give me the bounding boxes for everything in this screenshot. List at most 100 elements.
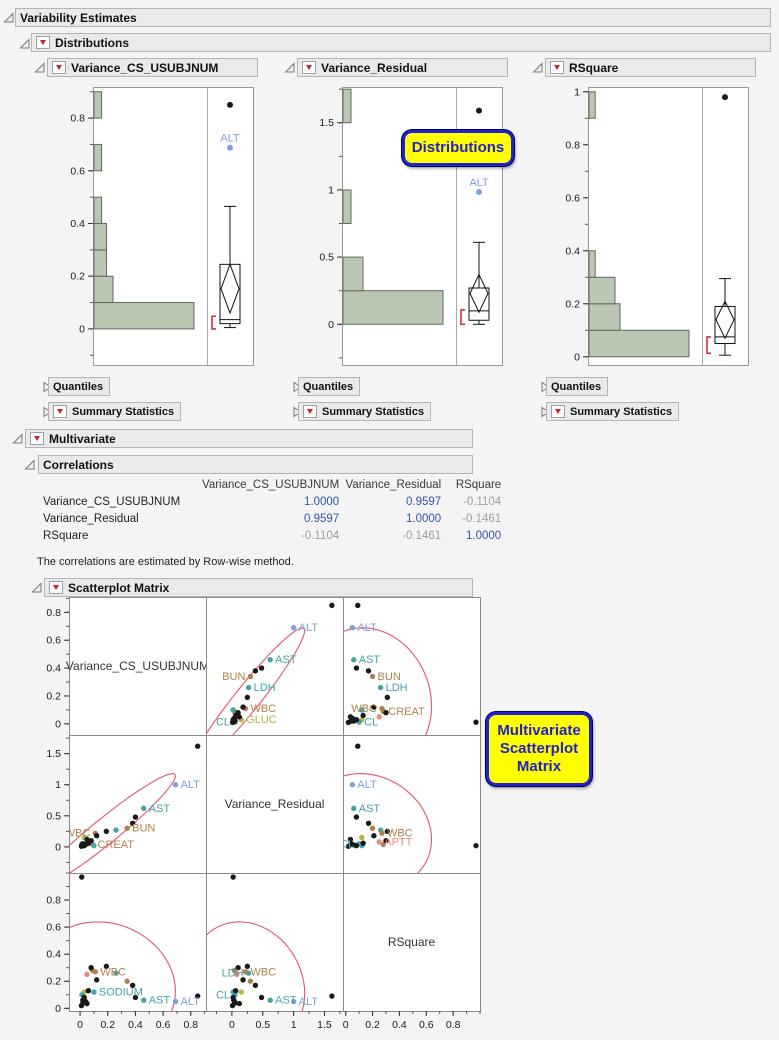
disclosure-quantiles-3[interactable]: [538, 380, 551, 393]
disclosure-variability-estimates[interactable]: [2, 11, 15, 24]
summary-statistics-header-3[interactable]: Summary Statistics: [546, 402, 680, 421]
correlation-value: -0.1104: [301, 530, 340, 542]
rsquare-header[interactable]: RSquare: [545, 58, 756, 77]
svg-text:0.2: 0.2: [46, 690, 61, 702]
red-triangle-menu-summary-2[interactable]: [303, 405, 317, 418]
svg-text:0.2: 0.2: [100, 1019, 115, 1031]
disclosure-variance-residual[interactable]: [283, 61, 296, 74]
correlations-header[interactable]: Correlations: [38, 455, 473, 474]
correlation-value: -0.1461: [462, 513, 502, 525]
disclosure-variance-cs-usubjnum[interactable]: [33, 61, 46, 74]
svg-text:AST: AST: [359, 803, 381, 815]
annotation-text: Distributions: [411, 139, 505, 156]
panel-title: Variance_CS_USUBJNUM: [71, 60, 219, 75]
svg-text:AST: AST: [149, 803, 171, 815]
red-triangle-menu-multivariate[interactable]: [30, 432, 44, 445]
svg-text:1: 1: [291, 1019, 297, 1031]
quantiles-header-3[interactable]: Quantiles: [546, 377, 609, 396]
annotation-multivariate-scatterplot-matrix: Multivariate Scatterplot Matrix: [486, 712, 592, 786]
svg-text:ALT: ALT: [357, 779, 377, 791]
svg-text:0: 0: [343, 1019, 349, 1031]
svg-text:0.6: 0.6: [46, 635, 61, 647]
svg-text:0.8: 0.8: [70, 113, 85, 125]
svg-text:LDH: LDH: [254, 682, 276, 694]
svg-text:0.8: 0.8: [183, 1019, 198, 1031]
red-triangle-menu-scatterplot-matrix[interactable]: [49, 581, 63, 594]
disclosure-quantiles-1[interactable]: [40, 380, 53, 393]
svg-text:WBC: WBC: [65, 828, 91, 840]
svg-text:GLUC: GLUC: [246, 714, 277, 726]
svg-text:WBC: WBC: [351, 703, 377, 715]
svg-text:0.4: 0.4: [128, 1019, 143, 1031]
red-triangle-icon: [56, 65, 62, 70]
distribution-plot-variance-cs-usubjnum[interactable]: 0 0.2 0.4 0.6 0.8 ALT: [55, 85, 269, 380]
disclosure-summary-statistics-3[interactable]: [538, 405, 551, 418]
quantiles-header-1[interactable]: Quantiles: [48, 377, 111, 396]
svg-text:Variance_CS_USUBJNUM: Variance_CS_USUBJNUM: [66, 659, 209, 673]
correlation-row-label: RSquare: [43, 530, 89, 542]
svg-text:RSquare: RSquare: [388, 935, 436, 949]
svg-text:0.2: 0.2: [46, 976, 61, 988]
svg-text:0.8: 0.8: [565, 139, 580, 151]
variance-residual-header[interactable]: Variance_Residual: [297, 58, 508, 77]
correlation-value: -0.1104: [463, 496, 502, 508]
svg-text:BUN: BUN: [378, 671, 401, 683]
summary-statistics-header-2[interactable]: Summary Statistics: [298, 402, 432, 421]
svg-text:AST: AST: [275, 654, 297, 666]
svg-text:0.8: 0.8: [446, 1019, 461, 1031]
disclosure-quantiles-2[interactable]: [290, 380, 303, 393]
svg-text:AST: AST: [359, 654, 381, 666]
svg-text:1: 1: [574, 86, 580, 98]
disclosure-summary-statistics-1[interactable]: [40, 405, 53, 418]
scatterplot-matrix-plot[interactable]: Variance_CS_USUBJNUM ALT AST BUN LDH WBC GLUC C…: [28, 590, 500, 1040]
red-triangle-icon: [53, 585, 59, 590]
red-triangle-icon: [554, 65, 560, 70]
scatterplot-matrix-title: Scatterplot Matrix: [68, 580, 170, 595]
disclosure-rsquare[interactable]: [531, 61, 544, 74]
red-triangle-icon: [40, 40, 46, 45]
svg-text:0.8: 0.8: [46, 895, 61, 907]
disclosure-scatterplot-matrix[interactable]: [30, 581, 43, 594]
svg-text:CL: CL: [364, 717, 378, 729]
svg-text:0: 0: [55, 841, 61, 853]
svg-text:CREAT: CREAT: [98, 839, 135, 851]
red-triangle-icon: [306, 65, 312, 70]
distribution-plot-rsquare[interactable]: 0 0.2 0.4 0.6 0.8 1: [550, 85, 764, 380]
scatterplot-matrix-header[interactable]: Scatterplot Matrix: [44, 578, 473, 597]
summary-statistics-header-1[interactable]: Summary Statistics: [48, 402, 182, 421]
svg-text:CL: CL: [216, 717, 230, 729]
svg-text:0.4: 0.4: [565, 245, 580, 257]
svg-text:0.4: 0.4: [46, 949, 61, 961]
red-triangle-menu-variance-cs-usubjnum[interactable]: [52, 61, 66, 74]
correlation-value: 1.0000: [406, 513, 442, 525]
disclosure-summary-statistics-2[interactable]: [290, 405, 303, 418]
svg-text:WBC: WBC: [250, 703, 276, 715]
multivariate-header[interactable]: Multivariate: [25, 429, 473, 448]
correlation-row-label: Variance_Residual: [43, 513, 139, 525]
svg-text:ALT: ALT: [299, 622, 319, 634]
svg-text:0.6: 0.6: [156, 1019, 171, 1031]
distributions-header[interactable]: Distributions: [31, 33, 771, 52]
red-triangle-menu-summary-1[interactable]: [53, 405, 67, 418]
svg-text:Variance_Residual: Variance_Residual: [225, 797, 325, 811]
svg-text:0.4: 0.4: [392, 1019, 407, 1031]
svg-text:0.2: 0.2: [365, 1019, 380, 1031]
svg-text:0: 0: [229, 1019, 235, 1031]
variability-estimates-header[interactable]: Variability Estimates: [15, 8, 771, 27]
svg-text:0.5: 0.5: [255, 1019, 270, 1031]
variance-cs-usubjnum-header[interactable]: Variance_CS_USUBJNUM: [47, 58, 258, 77]
disclosure-distributions[interactable]: [18, 37, 31, 50]
red-triangle-menu-summary-3[interactable]: [551, 405, 565, 418]
red-triangle-menu-variance-residual[interactable]: [302, 61, 316, 74]
svg-text:1: 1: [55, 779, 61, 791]
quantiles-header-2[interactable]: Quantiles: [298, 377, 361, 396]
svg-text:0.6: 0.6: [70, 165, 85, 177]
red-triangle-menu-distributions[interactable]: [36, 36, 50, 49]
svg-text:ALT: ALT: [181, 996, 201, 1008]
disclosure-multivariate[interactable]: [11, 432, 24, 445]
red-triangle-menu-rsquare[interactable]: [550, 61, 564, 74]
svg-text:SODIUM: SODIUM: [99, 987, 143, 999]
disclosure-correlations[interactable]: [23, 458, 36, 471]
correlation-column-header: Variance_CS_USUBJNUM: [202, 479, 340, 491]
